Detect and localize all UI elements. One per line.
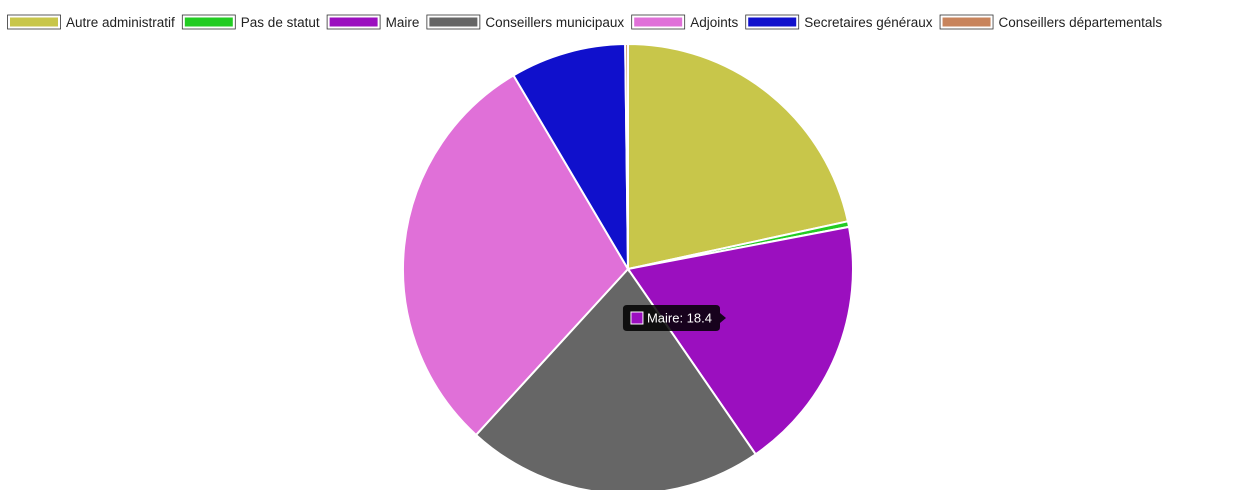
pie-slice-autre-administratif[interactable] [627,42,850,271]
legend-swatch [427,15,480,29]
pie-slice-adjoints[interactable] [402,73,630,437]
legend-swatch-border [939,14,994,30]
legend-label: Conseillers départementals [999,15,1163,30]
legend-swatch [632,15,685,29]
tooltip-background [622,305,726,331]
legend-item-conseillers-departementals[interactable]: Conseillers départementals [939,14,1163,30]
legend-swatch-border [326,14,381,30]
pie-slice-maire[interactable] [626,225,854,456]
legend-item-secretaires-generaux[interactable]: Secretaires généraux [745,14,933,30]
legend-item-autre-administratif[interactable]: Autre administratif [7,14,176,30]
legend-label: Secretaires généraux [804,15,933,30]
legend-swatch [182,15,235,29]
pie-slice-secretaires-generaux[interactable] [512,43,630,273]
legend-swatch-border [745,14,800,30]
legend-label: Adjoints [690,15,738,30]
legend-label: Autre administratif [66,15,175,30]
legend-swatch [8,15,60,29]
legend-swatch [746,15,799,29]
legend-swatch-border [426,14,481,30]
pie-slice-conseillers-departementals[interactable] [624,42,629,270]
pie-slices [402,42,854,490]
legend-swatch-border [631,14,686,30]
tooltip-color-swatch [630,311,644,325]
chart-tooltip: Maire: 18.4 [622,305,726,331]
legend-item-adjoints[interactable]: Adjoints [631,14,739,30]
legend-item-conseillers-municipaux[interactable]: Conseillers municipaux [426,14,625,30]
legend-label: Maire [386,15,420,30]
legend-swatch-border [7,14,61,30]
legend-label: Conseillers municipaux [485,15,624,30]
chart-legend: Autre administratif Pas de statut Maire Con… [7,14,1163,30]
legend-swatch-border [181,14,236,30]
legend-item-maire[interactable]: Maire [326,14,420,30]
tooltip-label: Maire: 18.4 [647,311,712,326]
legend-item-pas-de-statut[interactable]: Pas de statut [181,14,320,30]
legend-swatch [327,15,380,29]
legend-swatch [940,15,993,29]
legend-label: Pas de statut [241,15,320,30]
pie-slice-conseillers-municipaux[interactable] [474,267,758,490]
